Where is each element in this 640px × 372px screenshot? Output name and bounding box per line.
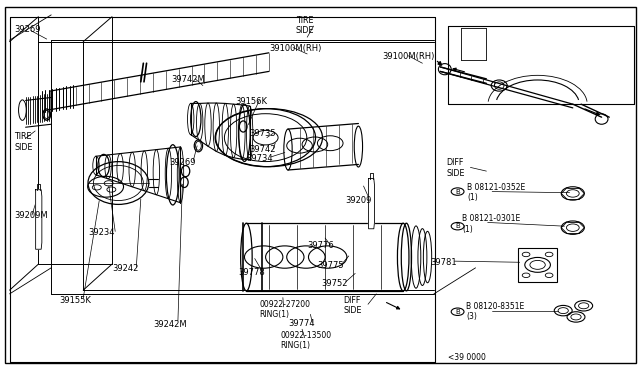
Text: 39742M: 39742M bbox=[172, 76, 205, 84]
Text: 39100M(RH): 39100M(RH) bbox=[383, 52, 435, 61]
Text: 39242: 39242 bbox=[112, 264, 138, 273]
Text: 39776: 39776 bbox=[307, 241, 334, 250]
Text: 39775: 39775 bbox=[317, 262, 344, 270]
Text: 39734: 39734 bbox=[246, 154, 273, 163]
Text: 39209: 39209 bbox=[346, 196, 372, 205]
Text: 39742: 39742 bbox=[250, 145, 276, 154]
Text: 39155K: 39155K bbox=[59, 296, 91, 305]
Text: B 08121-0301E
(1): B 08121-0301E (1) bbox=[462, 214, 520, 234]
Text: 00922-13500
RING(1): 00922-13500 RING(1) bbox=[280, 331, 332, 350]
Text: <39 0000: <39 0000 bbox=[448, 353, 486, 362]
Text: 39735: 39735 bbox=[250, 129, 276, 138]
Text: 39774: 39774 bbox=[288, 319, 315, 328]
Bar bbox=[518, 248, 557, 282]
Text: 39752: 39752 bbox=[321, 279, 348, 288]
Text: B: B bbox=[455, 309, 460, 315]
Text: 39234: 39234 bbox=[88, 228, 115, 237]
Text: B: B bbox=[455, 223, 460, 229]
Text: 39269: 39269 bbox=[170, 158, 196, 167]
Text: 39778: 39778 bbox=[238, 268, 265, 277]
Text: B 08121-0352E
(1): B 08121-0352E (1) bbox=[467, 183, 525, 202]
Text: 39269: 39269 bbox=[14, 25, 40, 34]
Text: 00922-27200
RING(1): 00922-27200 RING(1) bbox=[259, 300, 310, 319]
Text: B: B bbox=[455, 189, 460, 195]
Text: DIFF
SIDE: DIFF SIDE bbox=[447, 158, 465, 178]
Text: 39242M: 39242M bbox=[154, 320, 188, 329]
Text: 39100M(RH): 39100M(RH) bbox=[269, 44, 321, 53]
Text: 39781: 39781 bbox=[430, 258, 457, 267]
Text: TIRE
SIDE: TIRE SIDE bbox=[296, 16, 314, 35]
Text: TIRE
SIDE: TIRE SIDE bbox=[14, 132, 33, 152]
Text: B 08120-8351E
(3): B 08120-8351E (3) bbox=[466, 302, 524, 321]
Text: 39156K: 39156K bbox=[236, 97, 268, 106]
Polygon shape bbox=[36, 190, 42, 249]
Polygon shape bbox=[369, 179, 374, 229]
Text: DIFF
SIDE: DIFF SIDE bbox=[344, 296, 362, 315]
Text: 39209M: 39209M bbox=[14, 211, 48, 220]
